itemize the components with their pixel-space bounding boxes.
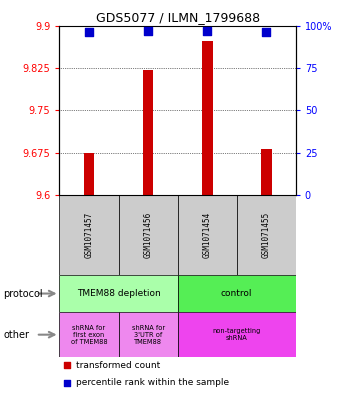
Bar: [119, 312, 177, 357]
Text: protocol: protocol: [3, 288, 43, 299]
Bar: [59, 195, 119, 275]
Point: [86, 29, 92, 35]
Text: GSM1071457: GSM1071457: [85, 212, 94, 258]
Bar: [177, 312, 296, 357]
Text: non-targetting
shRNA: non-targetting shRNA: [212, 328, 261, 341]
Point: [204, 28, 210, 34]
Point: [146, 28, 151, 35]
Bar: [119, 195, 177, 275]
Title: GDS5077 / ILMN_1799688: GDS5077 / ILMN_1799688: [96, 11, 260, 24]
Bar: [177, 275, 296, 312]
Bar: [84, 154, 95, 195]
Bar: [143, 70, 153, 195]
Text: TMEM88 depletion: TMEM88 depletion: [77, 289, 160, 298]
Bar: [202, 41, 212, 195]
Text: GSM1071455: GSM1071455: [262, 212, 271, 258]
Text: percentile rank within the sample: percentile rank within the sample: [76, 378, 229, 387]
Bar: [237, 195, 296, 275]
Text: transformed count: transformed count: [76, 361, 160, 370]
Point: [264, 29, 269, 35]
Point: [64, 380, 69, 386]
Text: shRNA for
3'UTR of
TMEM88: shRNA for 3'UTR of TMEM88: [132, 325, 165, 345]
Bar: [177, 195, 237, 275]
Bar: [261, 149, 272, 195]
Text: other: other: [3, 330, 29, 340]
Bar: [59, 275, 177, 312]
Text: GSM1071454: GSM1071454: [203, 212, 212, 258]
Bar: [59, 312, 119, 357]
Text: shRNA for
first exon
of TMEM88: shRNA for first exon of TMEM88: [71, 325, 107, 345]
Text: GSM1071456: GSM1071456: [143, 212, 153, 258]
Point: [64, 362, 69, 368]
Text: control: control: [221, 289, 253, 298]
